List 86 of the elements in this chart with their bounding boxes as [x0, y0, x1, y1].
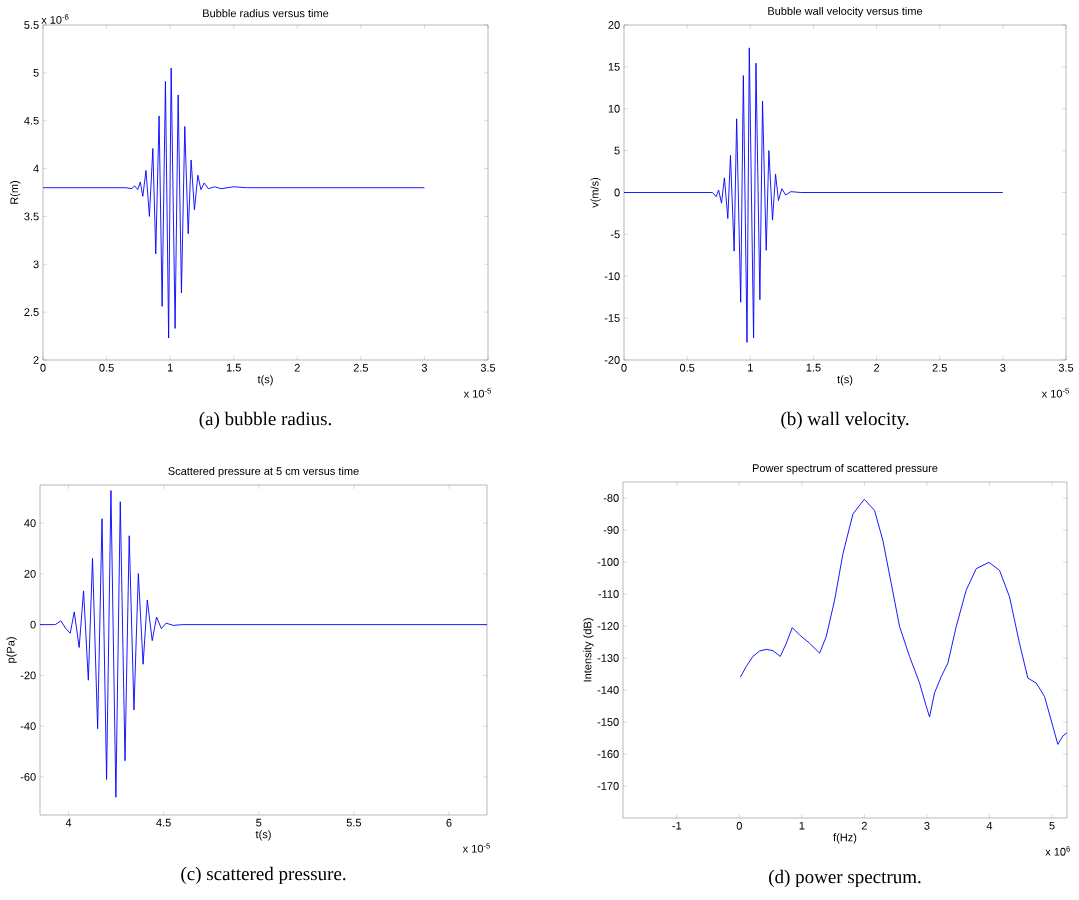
y-tick-label: -120: [597, 622, 619, 630]
y-tick-label: -150: [597, 718, 619, 726]
y-tick-label: 15: [608, 63, 620, 71]
y-tick-label: -20: [604, 356, 620, 364]
text: x 10$^{-5}$: [463, 388, 491, 398]
x-tick-label: 3: [421, 363, 428, 372]
x-tick-label: 3.5: [1058, 363, 1074, 372]
x-tick-label: 4: [65, 818, 72, 827]
x-tick-label: 0: [40, 363, 46, 372]
y-tick-label: 4: [33, 164, 39, 173]
y-tick-label: -160: [597, 750, 619, 758]
y-tick-label: -170: [597, 782, 619, 790]
x-tick-label: 1.5: [806, 363, 821, 372]
y-tick-label: 2.5: [24, 308, 39, 317]
y-tick-label: -40: [20, 722, 36, 731]
y-tick-label: -90: [603, 526, 619, 534]
text: (b) wall velocity.: [781, 411, 909, 430]
x-tick-label: -1: [672, 821, 682, 830]
x-axis-title: f(Hz): [833, 833, 857, 844]
x-tick-label: 5.5: [346, 818, 362, 827]
x-axis-title: t(s): [255, 830, 271, 841]
y-tick-label: -100: [597, 558, 619, 566]
y-tick-label: 20: [608, 21, 620, 29]
y-tick-label: -60: [20, 773, 36, 781]
x-tick-label: 3: [924, 821, 930, 830]
x-tick-label: 1: [799, 821, 805, 830]
x-tick-label: 3.5: [480, 363, 496, 372]
y-tick-label: 4.5: [24, 116, 39, 125]
x-tick-label: 2.5: [932, 363, 947, 372]
y-tick-label: -80: [603, 494, 619, 502]
y-tick-label: 10: [608, 104, 620, 113]
x-tick-label: 2: [874, 363, 880, 372]
y-tick-label: -130: [597, 654, 619, 662]
chart-title: Bubble wall velocity versus time: [768, 6, 923, 18]
x-tick-label: 5: [1049, 821, 1055, 830]
x-tick-label: 1: [748, 363, 753, 372]
x-tick-label: 4: [986, 821, 993, 830]
line-series: [40, 490, 487, 798]
text: x 10$^{-6}$: [41, 14, 69, 24]
x-tick-label: 0.5: [99, 363, 114, 372]
y-axis-title: Intensity (dB): [583, 618, 594, 682]
y-axis-title: R(m): [10, 180, 21, 204]
y-tick-label: -110: [598, 590, 619, 598]
y-tick-label: 20: [24, 569, 36, 578]
x-tick-label: 1: [167, 363, 173, 372]
text: x 10$^{6}$: [1045, 846, 1070, 856]
y-axis-title: v(m/s): [590, 177, 601, 208]
x-tick-label: 3: [1000, 363, 1006, 372]
x-tick-label: 2: [294, 363, 300, 372]
x-tick-label: 1.5: [226, 363, 241, 372]
chart-title: Bubble radius versus time: [203, 9, 329, 18]
y-tick-label: 2: [33, 356, 39, 364]
y-tick-label: 3.5: [24, 212, 39, 221]
x-tick-label: 4.5: [156, 818, 171, 827]
x-tick-label: 6: [446, 818, 452, 827]
x-tick-label: 0: [736, 821, 742, 830]
line-series: [739, 498, 1067, 745]
text: (a) bubble radius.: [199, 411, 331, 430]
y-tick-label: 5: [614, 146, 620, 155]
y-tick-label: -15: [604, 314, 620, 322]
y-tick-label: -10: [604, 272, 620, 281]
x-axis-title: t(s): [837, 375, 853, 386]
x-tick-label: 2.5: [353, 363, 369, 372]
x-tick-label: 5: [256, 818, 262, 827]
text: x 10$^{-5}$: [1041, 388, 1069, 398]
y-tick-label: 0: [30, 620, 36, 629]
y-tick-label: 5: [33, 69, 39, 77]
text: (d) power spectrum.: [769, 869, 921, 888]
y-tick-label: 40: [24, 519, 36, 527]
x-tick-label: 0.5: [679, 363, 695, 372]
x-tick-label: 2: [861, 821, 867, 830]
x-axis-title: t(s): [257, 375, 273, 386]
y-tick-label: 0: [614, 188, 620, 197]
text: (c) scattered pressure.: [181, 866, 346, 885]
line-series: [43, 67, 425, 339]
x-tick-label: 0: [621, 363, 627, 372]
line-series: [624, 47, 1004, 343]
y-axis-title: p(Pa): [6, 637, 17, 663]
y-tick-label: -140: [597, 686, 619, 694]
chart-title: Scattered pressure at 5 cm versus time: [168, 466, 359, 478]
y-tick-label: 3: [33, 260, 39, 269]
y-tick-label: -20: [20, 671, 36, 680]
y-tick-label: 5.5: [24, 21, 39, 29]
chart-title: Power spectrum of scattered pressure: [752, 463, 938, 475]
text: x 10$^{-5}$: [462, 843, 490, 853]
y-tick-label: -5: [610, 230, 620, 239]
